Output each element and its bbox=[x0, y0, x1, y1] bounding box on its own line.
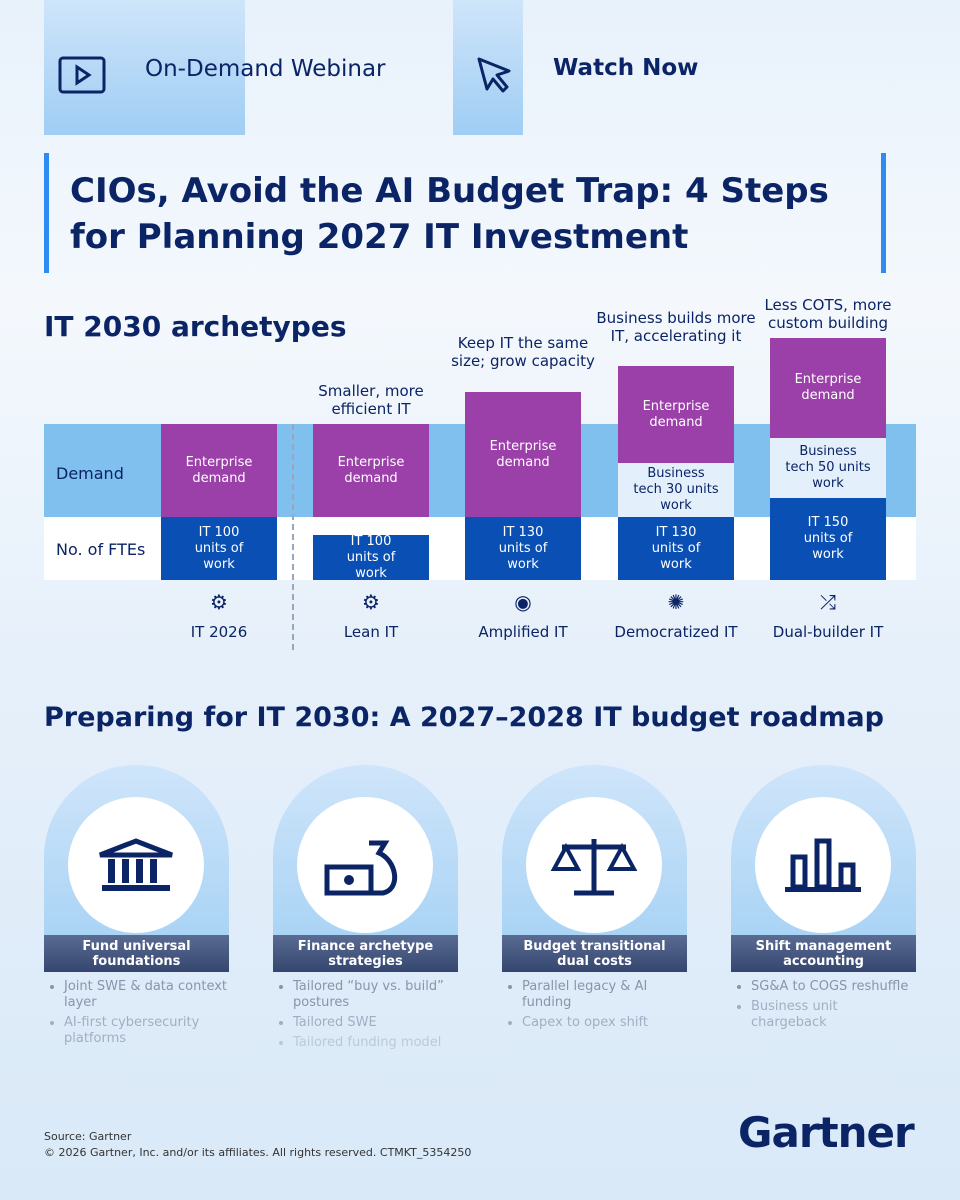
enterprise-demand: Enterprise demand bbox=[161, 424, 277, 517]
column-caption: Business builds more IT, accelerating it bbox=[596, 309, 756, 345]
badge-box bbox=[44, 0, 245, 135]
card-circle bbox=[526, 797, 662, 933]
card-circle bbox=[68, 797, 204, 933]
card-bullets: Joint SWE & data context layer AI-first c… bbox=[48, 979, 228, 1051]
archetype-name: IT 2026 bbox=[190, 623, 248, 641]
title: CIOs, Avoid the AI Budget Trap: 4 Steps … bbox=[70, 171, 829, 257]
archetype-icon: ⚙ bbox=[210, 590, 228, 614]
card-icon bbox=[550, 839, 638, 896]
roadmap-card: Budget transitional dual costs Parallel l… bbox=[502, 765, 687, 1065]
column-caption: Smaller, more efficient IT bbox=[318, 382, 424, 418]
card-bullets: Parallel legacy & AI funding Capex to ope… bbox=[506, 979, 686, 1035]
source: Source: Gartner bbox=[44, 1130, 132, 1143]
badge-text: On-Demand Webinar bbox=[145, 56, 386, 82]
archetype-icon: ⤮ bbox=[820, 590, 836, 614]
card-icon bbox=[99, 838, 173, 891]
archetype-name: Dual-builder IT bbox=[772, 623, 884, 641]
archetype-name: Democratized IT bbox=[614, 623, 738, 641]
archetype-name: Lean IT bbox=[343, 623, 399, 641]
it-work: IT 130 units of work bbox=[618, 517, 734, 580]
bullet: Capex to opex shift bbox=[522, 1015, 686, 1031]
bullet: AI-first cybersecurity platforms bbox=[64, 1015, 228, 1047]
business-tech: Business tech 50 units work bbox=[770, 438, 886, 498]
archetype-icon: ◉ bbox=[514, 590, 532, 614]
column-caption: Keep IT the same size; grow capacity bbox=[451, 334, 595, 370]
enterprise-demand: Enterprise demand bbox=[770, 338, 886, 438]
archetype-icon: ✺ bbox=[667, 590, 685, 614]
card-circle bbox=[297, 797, 433, 933]
title-bar bbox=[881, 153, 886, 273]
video-icon bbox=[58, 56, 106, 94]
divider bbox=[292, 424, 294, 650]
roadmap-card: Shift management accounting SG&A to COGS … bbox=[731, 765, 916, 1065]
roadmap-card: Finance archetype strategies Tailored “bu… bbox=[273, 765, 458, 1065]
cta-text[interactable]: Watch Now bbox=[553, 55, 699, 81]
archetype-icon: ⚙ bbox=[362, 590, 380, 614]
it-work: IT 150 units of work bbox=[770, 498, 886, 580]
archetype-name: Amplified IT bbox=[478, 623, 568, 641]
card-title: Shift management accounting bbox=[731, 935, 916, 972]
card-title: Fund universal foundations bbox=[44, 935, 229, 972]
copyright: © 2026 Gartner, Inc. and/or its affiliat… bbox=[44, 1146, 472, 1159]
card-title: Finance archetype strategies bbox=[273, 935, 458, 972]
it-work: IT 100 units of work bbox=[313, 534, 429, 581]
bullet: Joint SWE & data context layer bbox=[64, 979, 228, 1011]
logo: Gartner bbox=[738, 1108, 915, 1157]
card-title: Budget transitional dual costs bbox=[502, 935, 687, 972]
it-work: IT 130 units of work bbox=[465, 517, 581, 580]
bullet: Tailored “buy vs. build” postures bbox=[293, 979, 457, 1011]
cursor-icon bbox=[477, 57, 511, 93]
column-caption: Less COTS, more custom building bbox=[764, 296, 892, 332]
section-title: IT 2030 archetypes bbox=[44, 310, 347, 343]
bullet: SG&A to COGS reshuffle bbox=[751, 979, 915, 995]
enterprise-demand: Enterprise demand bbox=[313, 424, 429, 517]
section-title: Preparing for IT 2030: A 2027–2028 IT bu… bbox=[44, 702, 884, 733]
roadmap-card: Fund universal foundations Joint SWE & da… bbox=[44, 765, 229, 1065]
cta-box[interactable] bbox=[453, 0, 523, 135]
card-icon bbox=[785, 838, 861, 892]
card-icon bbox=[324, 840, 398, 896]
bullet: Parallel legacy & AI funding bbox=[522, 979, 686, 1011]
enterprise-demand: Enterprise demand bbox=[465, 392, 581, 517]
bullet: Tailored SWE bbox=[293, 1015, 457, 1031]
row-label: No. of FTEs bbox=[56, 540, 146, 559]
row-label: Demand bbox=[56, 464, 124, 483]
bullet: Tailored funding model bbox=[293, 1035, 457, 1051]
enterprise-demand: Enterprise demand bbox=[618, 366, 734, 463]
title-bar bbox=[44, 153, 49, 273]
it-work: IT 100 units of work bbox=[161, 517, 277, 580]
bullet: Business unit chargeback bbox=[751, 999, 915, 1031]
card-bullets: SG&A to COGS reshuffle Business unit char… bbox=[735, 979, 915, 1035]
card-bullets: Tailored “buy vs. build” postures Tailore… bbox=[277, 979, 457, 1055]
card-circle bbox=[755, 797, 891, 933]
business-tech: Business tech 30 units work bbox=[618, 463, 734, 517]
